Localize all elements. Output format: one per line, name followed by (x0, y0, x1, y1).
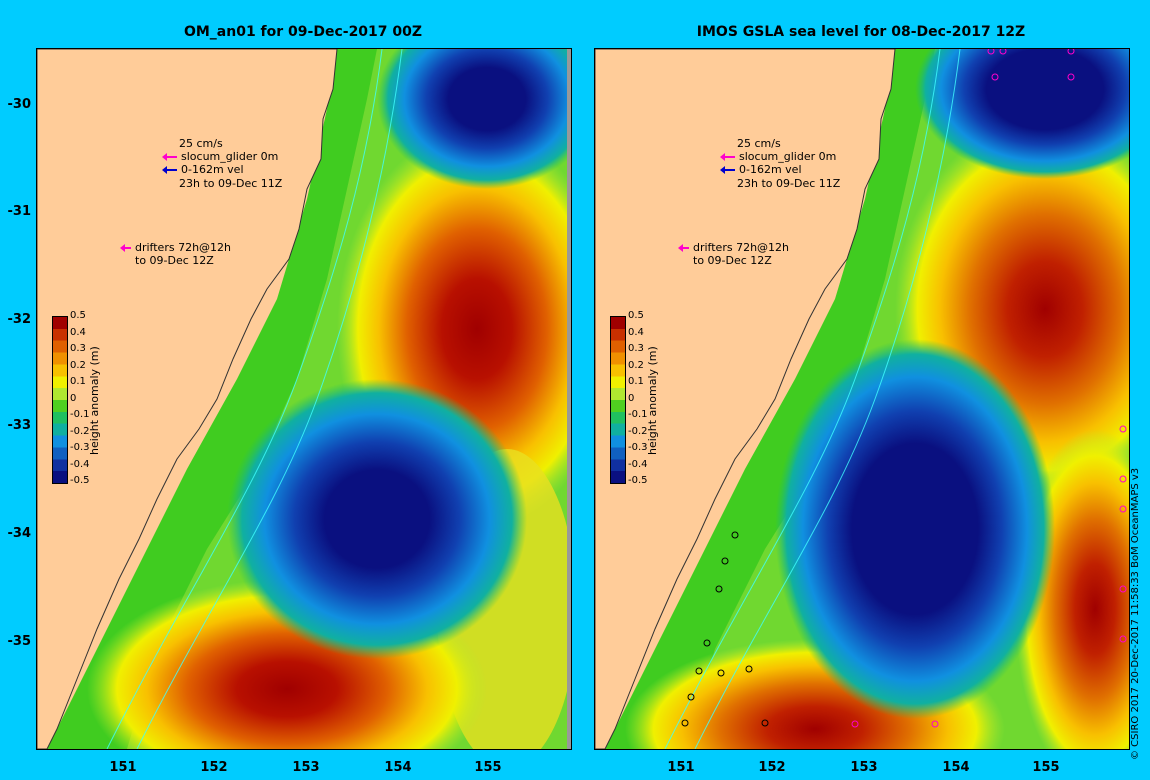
colorbar-tick-label: 0.4 (628, 326, 644, 338)
latitude-tick-label: -34 (7, 526, 32, 541)
credit-text: © CSIRO 2017 20-Dec-2017 11:58:33 BoM Oc… (1130, 467, 1141, 760)
longitude-tick-label: 151 (109, 760, 137, 775)
left-colorbar (52, 316, 68, 484)
left-legend-time: 23h to 09-Dec 11Z (179, 177, 283, 190)
longitude-tick-label: 153 (850, 760, 878, 775)
colorbar-tick-label: -0.4 (70, 458, 90, 470)
latitude-tick-label: -35 (7, 634, 32, 649)
left-map-panel[interactable]: 25 cm/s slocum_glider 0m 0-162m vel 23h … (36, 48, 572, 750)
right-legend-vel: 0-162m vel (720, 163, 802, 176)
left-map-field (37, 49, 571, 749)
colorbar-tick-label: -0.1 (70, 409, 90, 420)
colorbar-tick-label: -0.5 (628, 475, 648, 486)
drifter-arrow-icon (678, 244, 689, 252)
left-panel-title: OM_an01 for 09-Dec-2017 00Z (183, 24, 423, 40)
left-legend-glider: slocum_glider 0m (162, 150, 278, 163)
longitude-tick-label: 155 (1032, 760, 1060, 775)
colorbar-tick-label: -0.5 (70, 475, 90, 486)
longitude-tick-label: 155 (474, 760, 502, 775)
right-colorbar (610, 316, 626, 484)
black-markers (681, 531, 769, 727)
right-drifters-2: to 09-Dec 12Z (693, 254, 772, 267)
longitude-tick-label: 154 (384, 760, 412, 775)
colorbar-tick-label: 0.5 (628, 310, 644, 321)
observation-markers (851, 49, 1127, 728)
right-map-field (595, 49, 1129, 749)
colorbar-tick-label: 0.3 (628, 343, 644, 354)
right-panel-title: IMOS GSLA sea level for 08-Dec-2017 12Z (696, 24, 1026, 40)
left-legend-vel: 0-162m vel (162, 163, 244, 176)
colorbar-tick-label: -0.3 (628, 442, 648, 453)
colorbar-tick-label: -0.1 (628, 409, 648, 420)
colorbar-tick-label: 0.1 (70, 376, 86, 387)
latitude-tick-label: -32 (7, 312, 32, 327)
colorbar-tick-label: 0 (628, 392, 635, 404)
colorbar-tick-label: -0.3 (70, 442, 90, 453)
right-legend-speed: 25 cm/s (737, 137, 781, 150)
right-drifters-1: drifters 72h@12h (678, 241, 789, 254)
longitude-tick-label: 151 (667, 760, 695, 775)
colorbar-tick-label: -0.2 (628, 425, 648, 437)
colorbar-tick-label: 0.2 (70, 359, 86, 371)
colorbar-tick-label: -0.4 (628, 458, 648, 470)
latitude-tick-label: -31 (7, 204, 32, 219)
latitude-tick-label: -33 (7, 418, 32, 433)
latitude-tick-label: -30 (7, 97, 32, 112)
longitude-tick-label: 152 (758, 760, 786, 775)
right-map-panel[interactable]: 25 cm/s slocum_glider 0m 0-162m vel 23h … (594, 48, 1130, 750)
colorbar-tick-label: 0.5 (70, 310, 86, 321)
colorbar-tick-label: 0.4 (70, 326, 86, 338)
longitude-tick-label: 154 (942, 760, 970, 775)
velocity-arrow-icon (162, 166, 177, 174)
right-colorbar-label: height anomaly (m) (646, 346, 659, 455)
colorbar-tick-label: 0 (70, 392, 77, 404)
velocity-arrow-icon (720, 166, 735, 174)
left-drifters-1: drifters 72h@12h (120, 241, 231, 254)
left-legend-speed: 25 cm/s (179, 137, 223, 150)
colorbar-tick-label: 0.2 (628, 359, 644, 371)
glider-arrow-icon (162, 153, 177, 161)
colorbar-tick-label: 0.3 (70, 343, 86, 354)
drifter-arrow-icon (120, 244, 131, 252)
colorbar-tick-label: 0.1 (628, 376, 644, 387)
colorbar-tick-label: -0.2 (70, 425, 90, 437)
left-drifters-2: to 09-Dec 12Z (135, 254, 214, 267)
longitude-tick-label: 152 (200, 760, 228, 775)
right-legend-time: 23h to 09-Dec 11Z (737, 177, 841, 190)
longitude-tick-label: 153 (292, 760, 320, 775)
right-legend-glider: slocum_glider 0m (720, 150, 836, 163)
left-colorbar-label: height anomaly (m) (88, 346, 101, 455)
glider-arrow-icon (720, 153, 735, 161)
